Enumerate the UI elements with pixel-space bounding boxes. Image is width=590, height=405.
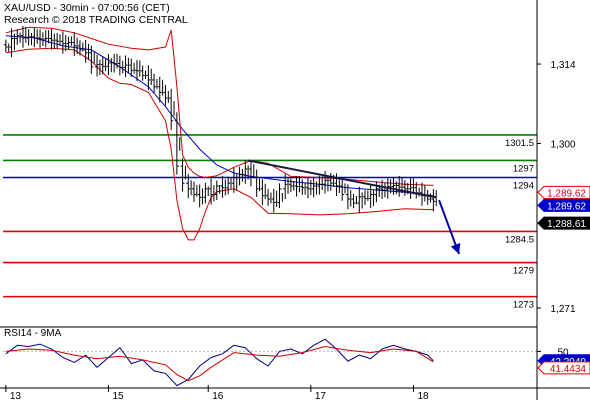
price-tag [537, 198, 590, 212]
bollinger-band-line [5, 26, 434, 186]
level-label: 1279 [513, 266, 534, 277]
x-tick-label: 16 [212, 391, 224, 400]
rsi-tag-label: 41.4434 [550, 364, 587, 375]
level-label: 1284.5 [505, 234, 534, 245]
levels-layer: 1301.5 1297 1294 1284.5 1279 1273 [3, 134, 537, 311]
y-tick-label: 1,300 [550, 139, 575, 150]
chart-title: XAU/USD - 30min - 07:00:56 (CET) [4, 2, 170, 14]
x-tick-label: 18 [417, 391, 429, 400]
overlay-layer [247, 159, 461, 255]
rsi-ma-line [5, 345, 434, 382]
price-tag-label: 1,289.62 [547, 201, 586, 212]
chart-subtitle: Research © 2018 TRADING CENTRAL [4, 14, 188, 26]
x-tick-label: 13 [10, 391, 22, 400]
price-tag-label: 1,288.61 [547, 219, 586, 230]
level-label: 1301.5 [505, 138, 534, 149]
forecast-arrow-head [450, 242, 461, 255]
level-label: 1294 [513, 181, 534, 192]
rsi-tag [537, 361, 590, 375]
x-tick-label: 17 [315, 391, 327, 400]
price-tag [537, 216, 590, 230]
y-tick-label: 1,314 [550, 60, 575, 71]
rsi-tick-label: 50 [557, 347, 569, 358]
tags-layer: 1,289.621,289.621,288.6142.294941.4434 [537, 185, 590, 375]
level-label: 1273 [513, 300, 534, 311]
level-label: 1297 [513, 163, 534, 174]
rsi-line [5, 338, 434, 387]
price-tag [537, 185, 590, 199]
rsi-panel-title: RSI14 - 9MA [4, 328, 62, 339]
y-tick-label: 1,271 [550, 304, 575, 315]
price-tag-label: 1,289.62 [547, 188, 586, 199]
trendline [247, 159, 437, 199]
x-tick-label: 15 [112, 391, 124, 400]
